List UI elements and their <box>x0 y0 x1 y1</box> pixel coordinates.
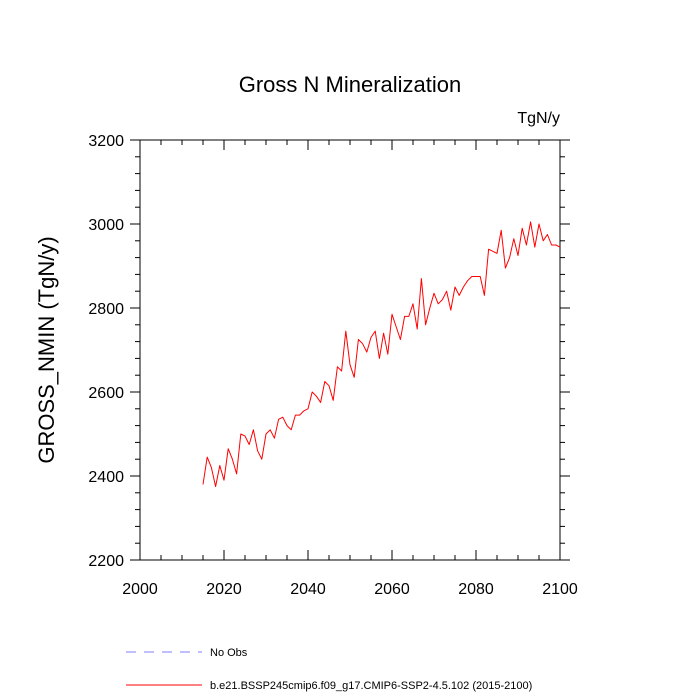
legend-label-no-obs: No Obs <box>210 647 248 659</box>
series-layer <box>202 221 561 487</box>
x-tick-label: 2060 <box>374 581 410 598</box>
legend-label-model: b.e21.BSSP245cmip6.f09_g17.CMIP6-SSP2-4.… <box>210 680 532 692</box>
axis-ticks <box>130 139 570 561</box>
y-tick-label: 2600 <box>88 385 124 402</box>
x-tick-label: 2040 <box>290 581 326 598</box>
plot-frame <box>139 139 561 561</box>
y-tick-label: 2400 <box>88 469 124 486</box>
y-tick-label: 3200 <box>88 133 124 150</box>
x-tick-label: 2020 <box>206 581 242 598</box>
y-tick-label: 2200 <box>88 553 124 570</box>
x-tick-label: 2080 <box>458 581 494 598</box>
series-line <box>202 221 561 487</box>
y-tick-label: 2800 <box>88 301 124 318</box>
unit-label: TgN/y <box>517 110 560 127</box>
y-axis-label: GROSS_NMIN (TgN/y) <box>34 236 59 463</box>
legend: No Obs b.e21.BSSP245cmip6.f09_g17.CMIP6-… <box>126 647 532 692</box>
x-tick-label: 2100 <box>542 581 578 598</box>
y-tick-label: 3000 <box>88 217 124 234</box>
x-tick-label: 2000 <box>122 581 158 598</box>
chart-title: Gross N Mineralization <box>239 72 462 97</box>
axis-tick-labels: 2000 2020 2040 2060 2080 2100 2200 2400 2600 2800… <box>88 133 577 598</box>
